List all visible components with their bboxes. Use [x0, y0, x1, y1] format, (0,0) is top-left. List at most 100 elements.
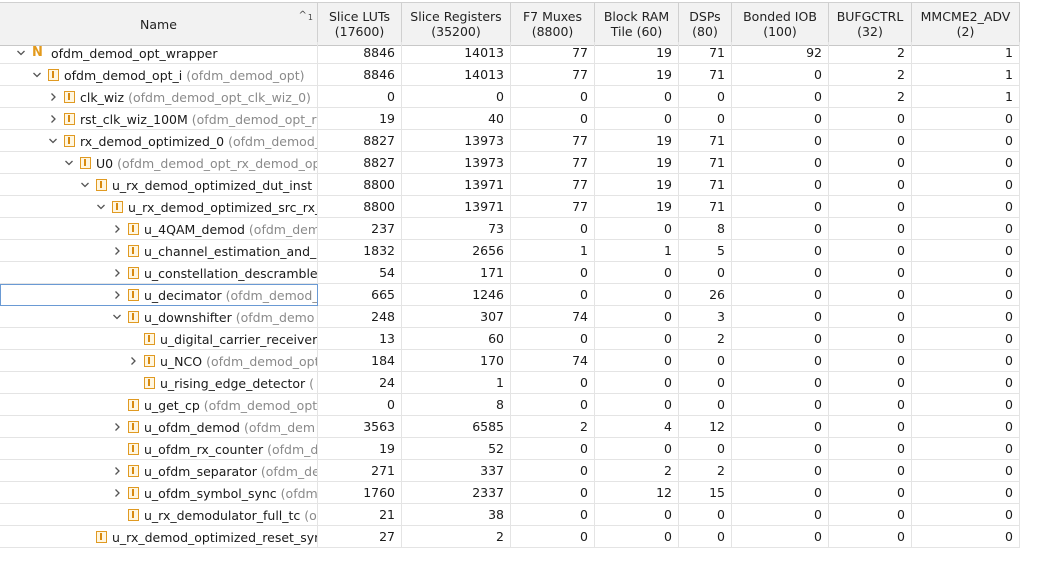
table-row[interactable]: rst_clk_wiz_100M (ofdm_demod_opt_rs 19 40 0…: [0, 108, 1020, 130]
cell-name[interactable]: u_downshifter (ofdm_demo: [0, 306, 318, 328]
column-header-mmcme2-adv[interactable]: MMCME2_ADV (2): [912, 3, 1020, 45]
cell-name[interactable]: u_constellation_descramble: [0, 262, 318, 284]
chevron-right-icon[interactable]: [110, 244, 124, 258]
module-icon: [128, 509, 139, 521]
module-icon: [64, 113, 75, 125]
chevron-right-icon[interactable]: [110, 420, 124, 434]
table-row[interactable]: u_digital_carrier_receiver 13 60 0 0 2 0 0 0: [0, 328, 1020, 350]
cell-name[interactable]: u_ofdm_symbol_sync (ofdm_: [0, 482, 318, 504]
chevron-right-icon[interactable]: [110, 464, 124, 478]
cell-mmcme2-adv: 0: [912, 306, 1020, 328]
cell-name[interactable]: u_ofdm_separator (ofdm_de: [0, 460, 318, 482]
cell-name[interactable]: u_NCO (ofdm_demod_opt: [0, 350, 318, 372]
table-row[interactable]: u_ofdm_symbol_sync (ofdm_176023370121500…: [0, 482, 1020, 504]
column-header-bonded-iob[interactable]: Bonded IOB (100): [732, 3, 829, 45]
cell-name[interactable]: u_digital_carrier_receiver: [0, 328, 318, 350]
cell-slice-registers: 60: [402, 328, 511, 350]
chevron-down-icon[interactable]: [62, 156, 76, 170]
chevron-down-icon[interactable]: [14, 46, 28, 60]
table-row[interactable]: u_rising_edge_detector (24 1 0 0 0 0 0 0: [0, 372, 1020, 394]
chevron-right-icon[interactable]: [46, 112, 60, 126]
cell-bonded-iob: 0: [732, 482, 829, 504]
column-header-block-ram[interactable]: Block RAM Tile (60): [595, 3, 679, 45]
table-row[interactable]: u_get_cp (ofdm_demod_opt 0 8 0 0 0 0 0 0: [0, 394, 1020, 416]
cell-mmcme2-adv: 0: [912, 328, 1020, 350]
cell-name[interactable]: u_4QAM_demod (ofdm_dem: [0, 218, 318, 240]
cell-slice-luts: 665: [318, 284, 402, 306]
column-header-name[interactable]: Name ^1: [0, 3, 318, 45]
chevron-right-icon[interactable]: [110, 222, 124, 236]
column-header-slice-luts[interactable]: Slice LUTs (17600): [318, 3, 402, 45]
chevron-down-icon[interactable]: [46, 134, 60, 148]
cell-name[interactable]: u_channel_estimation_and_: [0, 240, 318, 262]
sort-ascending-icon: ^1: [298, 10, 313, 22]
chevron-down-icon[interactable]: [30, 68, 44, 82]
chevron-right-icon[interactable]: [126, 354, 140, 368]
cell-slice-registers: 14013: [402, 64, 511, 86]
table-row[interactable]: u_decimator (ofdm_demod_ 665 1246 0 0 26 0 0 0: [0, 284, 1020, 306]
table-row[interactable]: u_ofdm_rx_counter (ofdm_d 19 52 0 0 0 0 0 0: [0, 438, 1020, 460]
chevron-down-icon[interactable]: [110, 310, 124, 324]
cell-slice-registers: 0: [402, 86, 511, 108]
chevron-right-icon[interactable]: [46, 90, 60, 104]
table-row[interactable]: ofdm_demod_opt_i (ofdm_demod_opt) 8846 140…: [0, 64, 1020, 86]
module-name: u_get_cp: [144, 397, 200, 413]
table-row[interactable]: u_rx_demodulator_full_tc (o 21 38 0 0 0 0 0 0: [0, 504, 1020, 526]
column-header-f7-muxes[interactable]: F7 Muxes (8800): [511, 3, 595, 45]
chevron-right-icon[interactable]: [110, 486, 124, 500]
table-row[interactable]: clk_wiz (ofdm_demod_opt_clk_wiz_0) 0 0 0 0 0 0…: [0, 86, 1020, 108]
table-row[interactable]: u_channel_estimation_and_ 1832 2656 1 1 5 0 0 0: [0, 240, 1020, 262]
instance-type: (: [309, 375, 315, 391]
cell-name[interactable]: u_decimator (ofdm_demod_: [0, 284, 318, 306]
module-name: u_ofdm_rx_counter: [144, 441, 264, 457]
cell-f7-muxes: 74: [511, 350, 595, 372]
column-header-slice-registers[interactable]: Slice Registers (35200): [402, 3, 511, 45]
table-row[interactable]: u_NCO (ofdm_demod_opt 184 170 74 0 0 0 0 0: [0, 350, 1020, 372]
chevron-right-icon[interactable]: [110, 288, 124, 302]
table-row[interactable]: rx_demod_optimized_0 (ofdm_demod_ 8827 139…: [0, 130, 1020, 152]
chevron-right-icon[interactable]: [110, 266, 124, 280]
cell-name[interactable]: u_ofdm_demod (ofdm_dem: [0, 416, 318, 438]
cell-bufgctrl: 0: [829, 174, 912, 196]
cell-name[interactable]: u_rx_demod_optimized_dut_inst (: [0, 174, 318, 196]
cell-dsps: 0: [679, 86, 732, 108]
cell-f7-muxes: 0: [511, 108, 595, 130]
cell-name[interactable]: u_ofdm_rx_counter (ofdm_d: [0, 438, 318, 460]
table-row[interactable]: u_downshifter (ofdm_demo 248 307 74 0 3 0 0 0: [0, 306, 1020, 328]
cell-name[interactable]: u_rising_edge_detector (: [0, 372, 318, 394]
table-row[interactable]: u_ofdm_separator (ofdm_de 271 337 0 2 2 0 0 0: [0, 460, 1020, 482]
cell-slice-registers: 1246: [402, 284, 511, 306]
cell-mmcme2-adv: 0: [912, 460, 1020, 482]
cell-bonded-iob: 0: [732, 86, 829, 108]
module-name: u_constellation_descramble: [144, 265, 318, 281]
cell-name[interactable]: u_rx_demodulator_full_tc (o: [0, 504, 318, 526]
cell-name[interactable]: rst_clk_wiz_100M (ofdm_demod_opt_rs: [0, 108, 318, 130]
cell-f7-muxes: 0: [511, 284, 595, 306]
cell-name[interactable]: U0 (ofdm_demod_opt_rx_demod_op: [0, 152, 318, 174]
table-row[interactable]: u_rx_demod_optimized_src_rx_ 8800 13971 77 1…: [0, 196, 1020, 218]
cell-bufgctrl: 0: [829, 504, 912, 526]
column-header-dsps[interactable]: DSPs (80): [679, 3, 732, 45]
cell-name[interactable]: u_rx_demod_optimized_src_rx_: [0, 196, 318, 218]
cell-dsps: 0: [679, 438, 732, 460]
cell-dsps: 71: [679, 174, 732, 196]
table-row[interactable]: u_ofdm_demod (ofdm_dem 3563 6585 2 4 12 0 0 0: [0, 416, 1020, 438]
table-row[interactable]: u_4QAM_demod (ofdm_dem 237 73 0 0 8 0 0 0: [0, 218, 1020, 240]
chevron-down-icon[interactable]: [94, 200, 108, 214]
cell-name[interactable]: u_get_cp (ofdm_demod_opt: [0, 394, 318, 416]
cell-name[interactable]: ofdm_demod_opt_i (ofdm_demod_opt): [0, 64, 318, 86]
toggle-spacer: [78, 530, 92, 544]
table-row[interactable]: u_rx_demod_optimized_dut_inst (880013971…: [0, 174, 1020, 196]
table-row[interactable]: u_rx_demod_optimized_reset_syr 27 2 0 0 0 0 0 0: [0, 526, 1020, 548]
chevron-down-icon[interactable]: [78, 178, 92, 192]
cell-name[interactable]: rx_demod_optimized_0 (ofdm_demod_: [0, 130, 318, 152]
cell-slice-registers: 307: [402, 306, 511, 328]
cell-mmcme2-adv: 0: [912, 394, 1020, 416]
table-row[interactable]: U0 (ofdm_demod_opt_rx_demod_op 8827 13973 7…: [0, 152, 1020, 174]
cell-name[interactable]: clk_wiz (ofdm_demod_opt_clk_wiz_0): [0, 86, 318, 108]
cell-name[interactable]: u_rx_demod_optimized_reset_syr: [0, 526, 318, 548]
column-header-bufgctrl[interactable]: BUFGCTRL (32): [829, 3, 912, 45]
table-row[interactable]: u_constellation_descramble 54 171 0 0 0 0 0 0: [0, 262, 1020, 284]
